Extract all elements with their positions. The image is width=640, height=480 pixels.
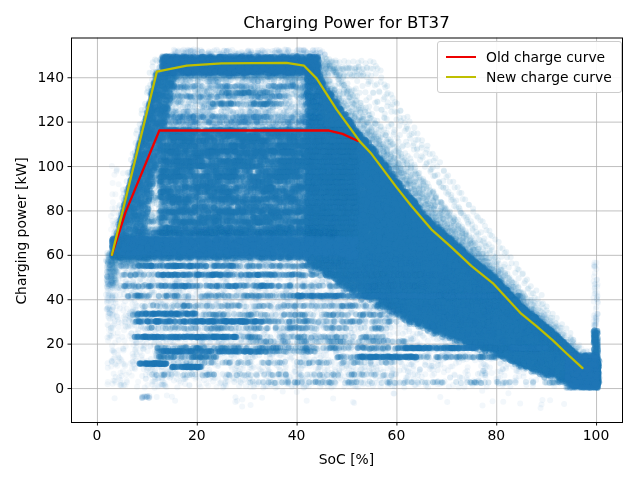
y-tick-label: 0: [18, 382, 64, 396]
x-tick-label: 100: [566, 428, 626, 443]
legend-label-new-curve: New charge curve: [486, 69, 612, 85]
y-tick-label: 40: [18, 293, 64, 307]
x-tick-label: 80: [466, 428, 526, 443]
x-axis-label: SoC [%]: [71, 451, 622, 467]
y-tick-label: 20: [18, 337, 64, 351]
new-curve-line-swatch: [446, 76, 476, 78]
x-tick-label: 20: [167, 428, 227, 443]
y-tick-label: 120: [18, 115, 64, 129]
chart-title: Charging Power for BT37: [71, 13, 622, 32]
legend: Old charge curve New charge curve: [437, 41, 622, 93]
y-tick-label: 60: [18, 248, 64, 262]
y-tick-label: 80: [18, 204, 64, 218]
legend-label-old-curve: Old charge curve: [486, 49, 605, 65]
legend-item-old-curve: Old charge curve: [446, 47, 612, 67]
legend-item-new-curve: New charge curve: [446, 67, 612, 87]
figure: Charging Power for BT37 SoC [%] Charging…: [0, 0, 640, 480]
x-tick-label: 40: [267, 428, 327, 443]
y-axis-label: Charging power [kW]: [13, 157, 29, 304]
y-tick-label: 140: [18, 71, 64, 85]
x-tick-label: 0: [67, 428, 127, 443]
x-tick-label: 60: [366, 428, 426, 443]
y-tick-label: 100: [18, 160, 64, 174]
old-curve-line-swatch: [446, 56, 476, 58]
